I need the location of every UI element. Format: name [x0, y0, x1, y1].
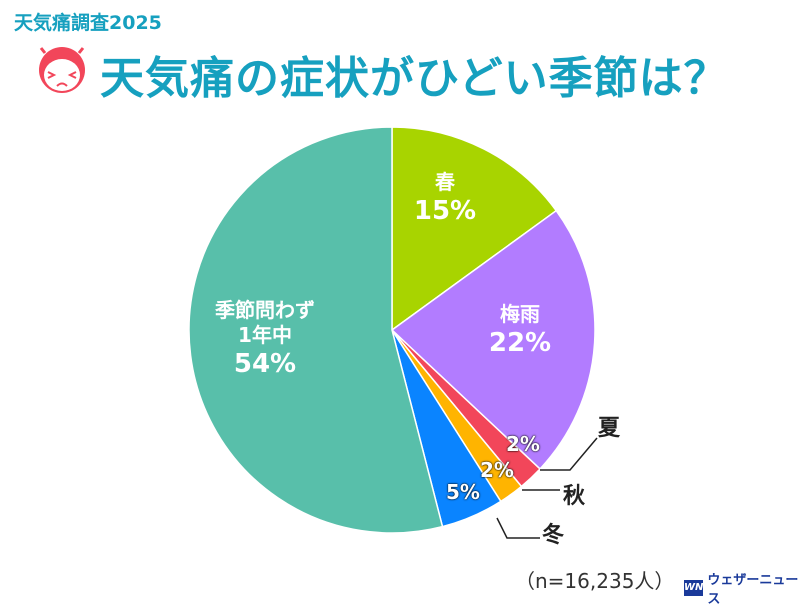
- slice-label-spring: 春 15%: [413, 170, 477, 226]
- leader-line-summer: [540, 437, 598, 471]
- slice-value-summer: 2%: [506, 432, 540, 456]
- slice-label-winter: 冬: [542, 523, 565, 548]
- pie-slice-1: [390, 209, 596, 471]
- slice-value-autumn: 2%: [480, 458, 514, 482]
- slice-label-all-year: 季節問わず 1年中 54%: [215, 298, 315, 379]
- leader-line-winter: [496, 517, 540, 539]
- slice-label-rainy: 梅雨 22%: [488, 302, 552, 358]
- brand-name: ウェザーニュース: [707, 573, 799, 607]
- slice-label-autumn: 秋: [563, 484, 586, 509]
- slice-value-winter: 5%: [446, 480, 480, 504]
- brand-logo: WN ウェザーニュース: [684, 569, 800, 607]
- pie-slice-5: [188, 126, 444, 534]
- sample-size: （n=16,235人）: [515, 569, 675, 593]
- weathernews-logo-icon: WN: [684, 580, 704, 596]
- chart-title: 天気痛の症状がひどい季節は？: [100, 53, 729, 104]
- slice-label-summer: 夏: [598, 416, 621, 441]
- survey-subtitle: 天気痛調査2025: [14, 12, 162, 34]
- pie-slice-0: [391, 126, 558, 332]
- pained-face-icon: [39, 47, 85, 93]
